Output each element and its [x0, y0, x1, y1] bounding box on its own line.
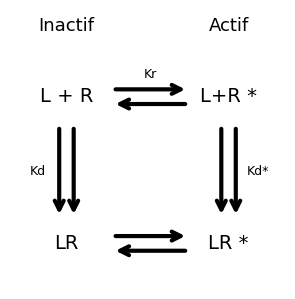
Text: Inactif: Inactif: [38, 17, 94, 35]
Text: Kr: Kr: [144, 68, 157, 81]
Text: Actif: Actif: [209, 17, 249, 35]
Text: L+R *: L+R *: [200, 87, 257, 106]
Text: Kd: Kd: [30, 165, 45, 178]
Text: LR *: LR *: [208, 234, 249, 253]
Text: LR: LR: [54, 234, 79, 253]
Text: L + R: L + R: [40, 87, 93, 106]
Text: Kd*: Kd*: [246, 165, 269, 178]
